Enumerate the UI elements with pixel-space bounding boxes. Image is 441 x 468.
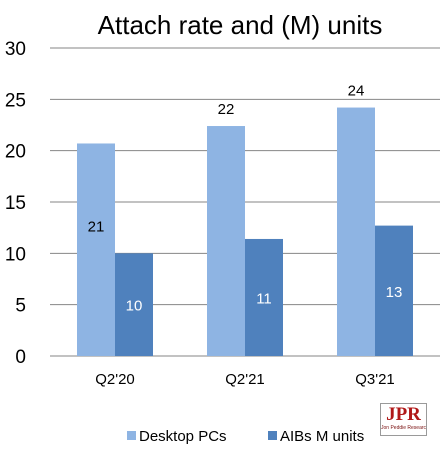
x-tick-label: Q2'20 xyxy=(95,371,135,388)
data-label: 13 xyxy=(386,284,403,301)
x-tick-label: Q2'21 xyxy=(225,371,265,388)
y-tick-label: 25 xyxy=(5,90,26,111)
x-axis-ticks: Q2'20 Q2'21 Q3'21 xyxy=(95,371,395,388)
bar-desktop-pcs-2 xyxy=(337,107,375,357)
bar-aibs-m-units-0 xyxy=(115,253,153,356)
data-label: 10 xyxy=(126,298,143,315)
data-label: 21 xyxy=(88,219,105,236)
chart-title: Attach rate and (M) units xyxy=(98,10,383,40)
data-label: 24 xyxy=(348,83,365,100)
logo-main-text: JPR xyxy=(386,404,421,425)
bar-aibs-m-units-2 xyxy=(375,225,413,356)
y-tick-label: 20 xyxy=(5,142,26,163)
data-label: 11 xyxy=(256,290,272,307)
y-axis-ticks: 0 5 10 15 20 25 30 xyxy=(5,39,26,368)
data-labels: 21 10 22 11 24 13 xyxy=(88,83,403,315)
logo-sub-text: Jon Peddie Research xyxy=(381,425,427,431)
y-tick-label: 0 xyxy=(15,347,26,368)
y-tick-label: 5 xyxy=(15,296,26,317)
legend-swatch xyxy=(268,431,277,440)
legend: Desktop PCs AIBs M units xyxy=(127,428,364,445)
legend-label: AIBs M units xyxy=(280,428,364,445)
y-tick-label: 10 xyxy=(5,244,26,265)
bar-aibs-m-units-1 xyxy=(245,238,283,356)
bar-desktop-pcs-1 xyxy=(207,126,245,356)
bar-desktop-pcs-0 xyxy=(77,143,115,356)
legend-swatch xyxy=(127,431,136,440)
x-tick-label: Q3'21 xyxy=(355,371,395,388)
legend-label: Desktop PCs xyxy=(139,428,227,445)
y-tick-label: 30 xyxy=(5,39,26,60)
data-label: 22 xyxy=(218,101,235,118)
y-tick-label: 15 xyxy=(5,193,26,214)
jpr-logo: JPR Jon Peddie Research xyxy=(380,403,427,436)
bars xyxy=(77,107,413,357)
